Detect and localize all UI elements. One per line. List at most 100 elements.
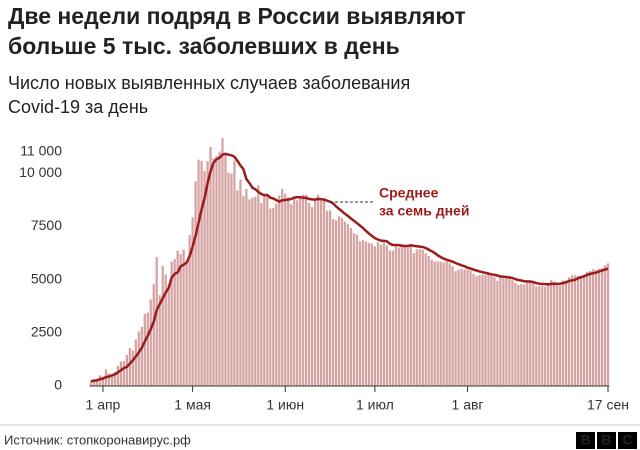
bar <box>451 266 454 386</box>
bar <box>206 161 209 386</box>
bar <box>236 190 239 386</box>
bar <box>221 137 224 386</box>
bar <box>478 275 481 386</box>
bar <box>242 196 245 386</box>
bar <box>358 241 362 386</box>
bar <box>373 246 377 386</box>
bar <box>194 181 197 386</box>
bar <box>379 244 383 386</box>
bar <box>600 268 604 386</box>
bar <box>562 280 565 386</box>
bar <box>203 171 206 386</box>
bar <box>573 275 577 386</box>
bar <box>212 158 215 386</box>
bar <box>101 376 105 386</box>
bar <box>397 247 400 386</box>
annotation: за семь дней <box>379 203 469 219</box>
bar <box>275 203 278 386</box>
chart-title: больше 5 тыс. заболевших в день <box>8 33 400 59</box>
bar <box>152 284 155 386</box>
bar <box>227 172 230 386</box>
y-tick-label: 5000 <box>31 270 62 286</box>
bar <box>260 202 263 386</box>
bar <box>553 281 556 386</box>
bar <box>337 216 341 386</box>
bar <box>92 380 96 386</box>
chart-subtitle: Covid-19 за день <box>8 97 148 117</box>
bar <box>532 282 535 386</box>
bar <box>526 282 529 386</box>
bar <box>499 277 502 386</box>
bar <box>582 275 586 386</box>
bar <box>125 354 128 386</box>
bar <box>493 277 496 386</box>
bar <box>116 365 120 386</box>
bar <box>128 347 131 386</box>
chart-subtitle: Число новых выявленных случаев заболеван… <box>8 73 410 93</box>
bar <box>535 286 538 386</box>
bar <box>579 277 583 386</box>
bar <box>248 199 251 386</box>
bar <box>137 331 140 386</box>
bar <box>594 270 598 386</box>
bar <box>146 312 149 386</box>
bar <box>257 185 260 386</box>
bar <box>517 284 520 386</box>
bar <box>439 261 442 386</box>
bar <box>224 154 227 386</box>
x-tick-label: 1 июл <box>356 397 394 413</box>
bar <box>412 253 415 386</box>
logo-box <box>618 432 637 449</box>
bar <box>505 278 508 386</box>
bar <box>313 199 317 386</box>
bar <box>302 194 305 386</box>
bar <box>245 188 248 386</box>
bar <box>394 246 397 386</box>
bar <box>191 217 194 386</box>
bar <box>299 197 302 386</box>
bar <box>328 210 332 386</box>
bar <box>466 269 469 386</box>
bar <box>361 240 365 386</box>
bar <box>475 276 478 386</box>
x-tick-label: 1 мая <box>174 397 211 413</box>
bar <box>502 278 505 386</box>
bar <box>113 371 117 386</box>
bar <box>460 268 463 386</box>
bar <box>355 234 359 386</box>
bar <box>287 197 290 386</box>
bar <box>331 219 335 386</box>
bar <box>603 265 607 386</box>
bar <box>550 280 553 386</box>
bar <box>576 275 580 386</box>
bar <box>325 210 329 386</box>
bar <box>565 280 568 386</box>
source: Источник: стопкоронавирус.рф <box>4 432 191 447</box>
bar <box>293 198 296 386</box>
bar <box>556 285 559 386</box>
bar <box>409 246 412 386</box>
logo-box <box>576 432 595 449</box>
bar <box>511 280 514 386</box>
bar <box>305 194 308 386</box>
bar <box>606 263 610 386</box>
bar <box>95 379 99 386</box>
bar <box>296 200 299 386</box>
bar <box>215 155 218 386</box>
y-tick-label: 2500 <box>31 323 62 339</box>
bar <box>496 280 499 386</box>
bar <box>149 299 152 386</box>
bar <box>319 200 323 386</box>
bar <box>523 284 526 386</box>
bar <box>591 269 595 386</box>
bar <box>179 254 182 386</box>
bar <box>158 295 161 386</box>
bar <box>424 253 427 386</box>
y-tick-label: 11 000 <box>20 143 62 159</box>
bar <box>547 283 550 386</box>
logo-letter: B <box>601 432 611 448</box>
bar <box>588 270 592 386</box>
bar <box>131 350 134 386</box>
bar <box>427 255 430 386</box>
bar <box>433 261 436 386</box>
